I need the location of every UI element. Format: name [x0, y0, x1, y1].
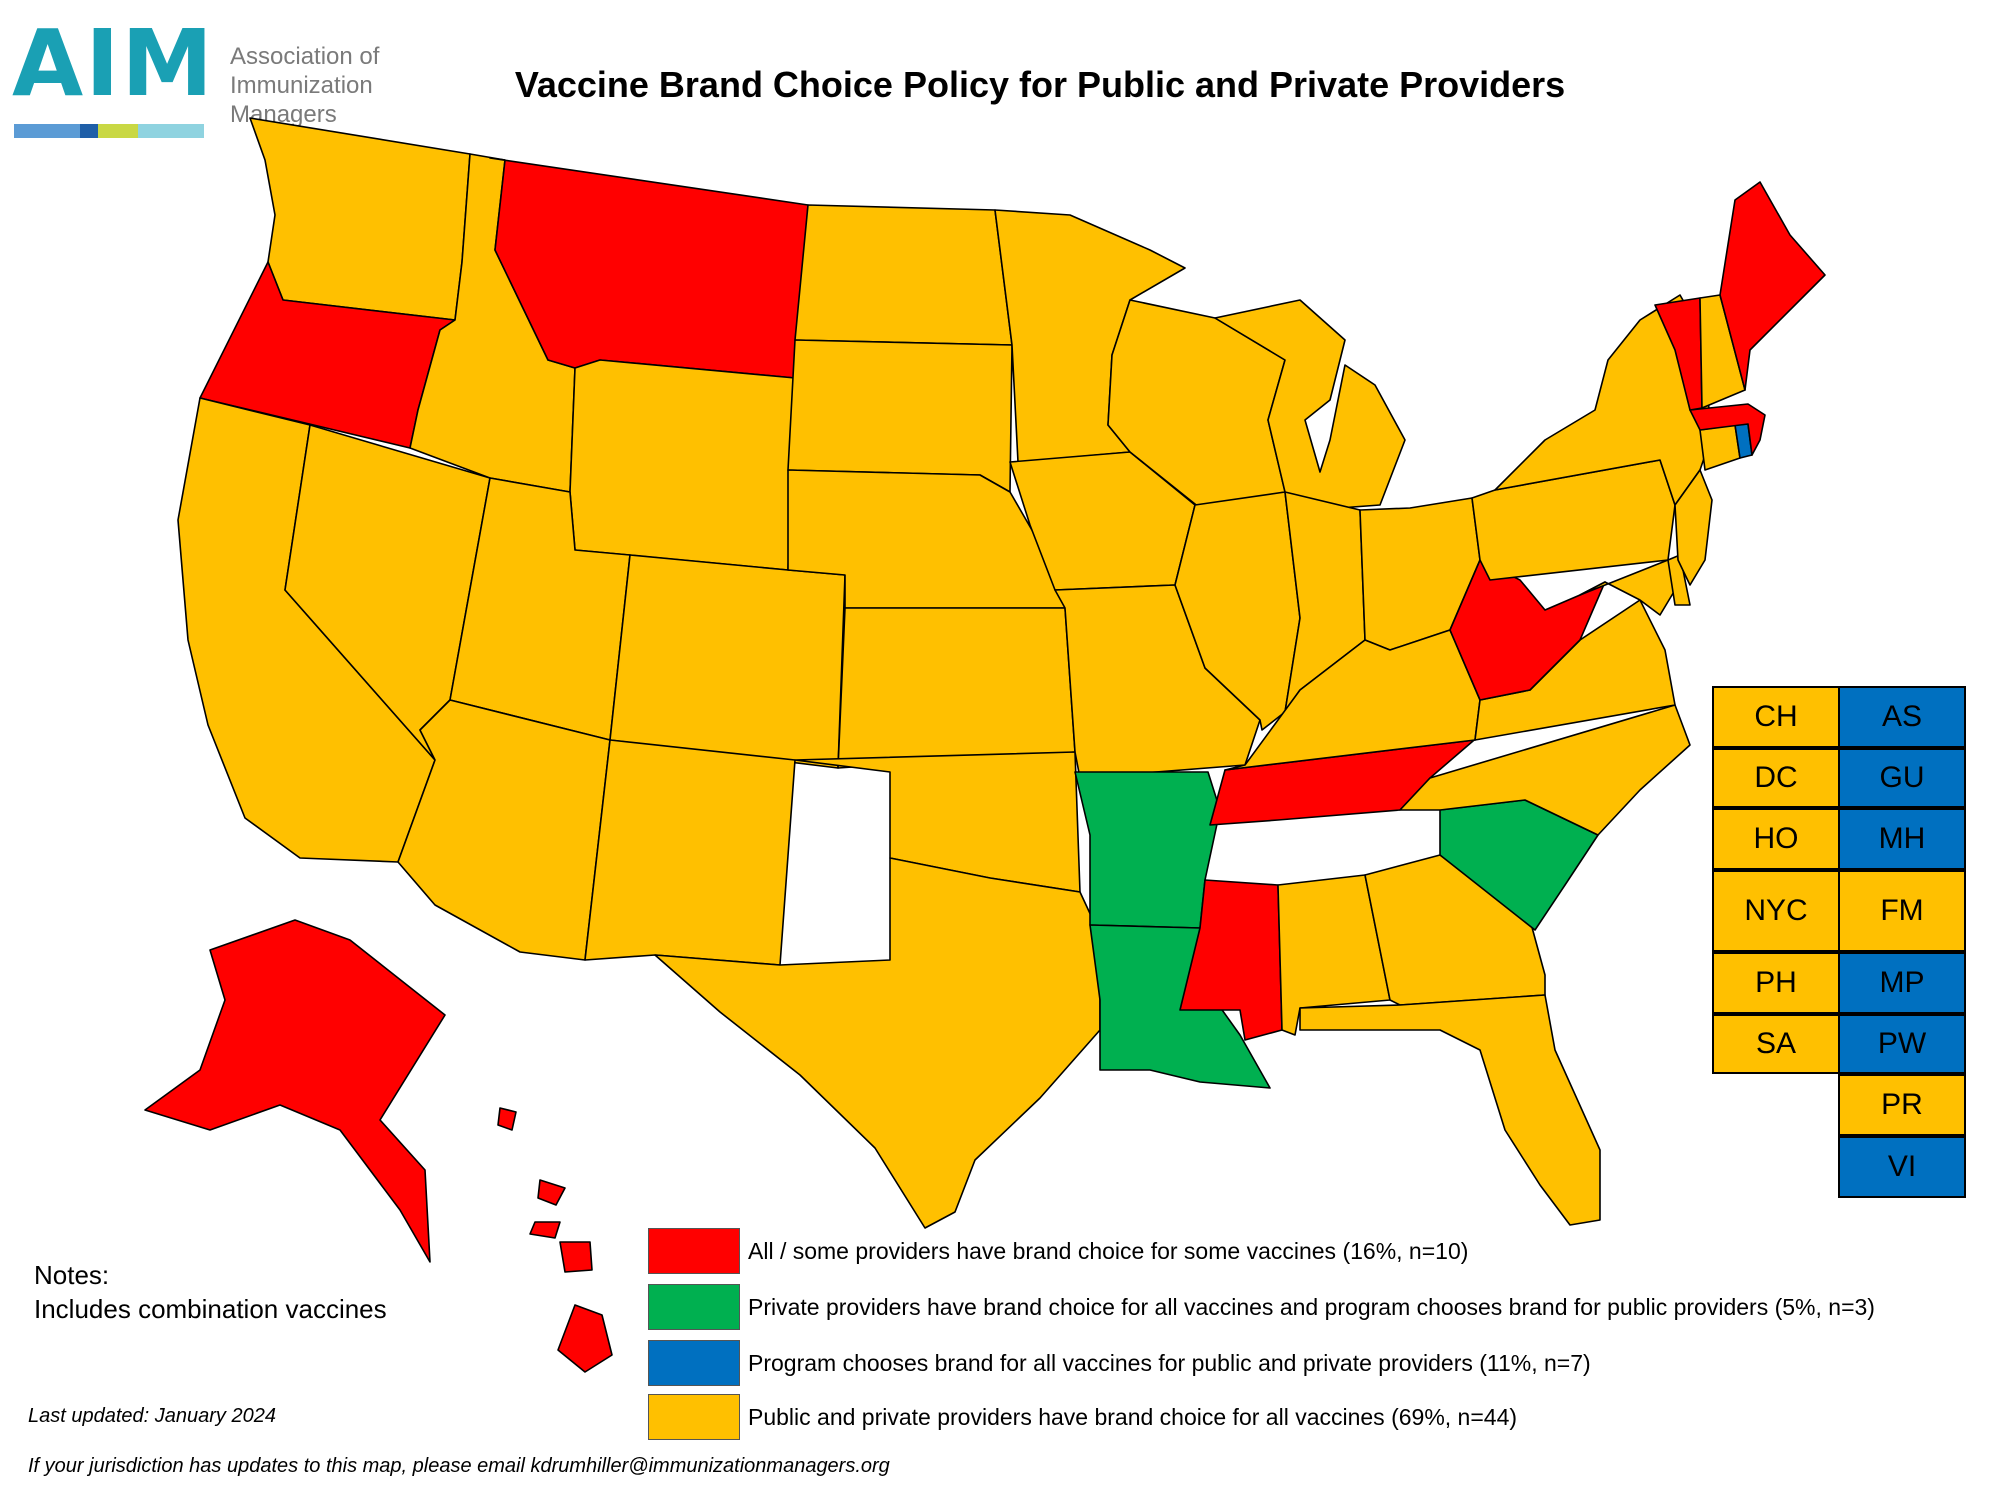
- territory-dc: DC: [1712, 748, 1840, 808]
- territory-ph: PH: [1712, 952, 1840, 1014]
- state-nm: [584, 739, 796, 966]
- legend-label-red: All / some providers have brand choice f…: [748, 1238, 1337, 1264]
- map-title: Vaccine Brand Choice Policy for Public a…: [514, 64, 1566, 105]
- state-ma: [1689, 403, 1766, 456]
- territory-sa: SA: [1712, 1014, 1840, 1074]
- territory-ho: HO: [1712, 808, 1840, 870]
- legend-label-green: Private providers have brand choice for …: [748, 1294, 1769, 1320]
- state-mi: [1214, 299, 1406, 511]
- legend-stat-red: (16%, n=10): [1342, 1238, 1469, 1264]
- legend-swatch-yellow: [648, 1394, 740, 1440]
- legend-swatch-green: [648, 1284, 740, 1330]
- territories-grid: CH DC HO NYC PH SA AS GU MH FM MP PW PR VI: [1712, 686, 1968, 1200]
- territory-fm: FM: [1838, 870, 1966, 952]
- territory-pw: PW: [1838, 1014, 1966, 1074]
- legend-text-blue: Program chooses brand for all vaccines f…: [748, 1350, 1591, 1377]
- notes: Notes: Includes combination vaccines: [34, 1258, 387, 1326]
- territory-pr: PR: [1838, 1074, 1966, 1136]
- legend-text-green: Private providers have brand choice for …: [748, 1294, 1875, 1321]
- state-ct: [1699, 424, 1741, 471]
- state-hi-big-island: [557, 1304, 613, 1373]
- territory-ch: CH: [1712, 686, 1840, 748]
- org-line-2: Immunization: [230, 72, 373, 99]
- legend-stat-yellow: (69%, n=44): [1391, 1404, 1518, 1430]
- legend: All / some providers have brand choice f…: [648, 1228, 1948, 1458]
- legend-row-yellow: Public and private providers have brand …: [648, 1394, 1948, 1442]
- legend-label-blue: Program chooses brand for all vaccines f…: [748, 1350, 1473, 1376]
- state-ar: [1074, 771, 1221, 929]
- state-me: [1719, 181, 1826, 391]
- last-updated: Last updated: January 2024: [28, 1405, 276, 1427]
- state-nc: [1399, 704, 1691, 836]
- state-tx: [654, 857, 1101, 1229]
- state-fl: [1299, 994, 1601, 1226]
- legend-row-green: Private providers have brand choice for …: [648, 1284, 1948, 1332]
- state-az: [397, 699, 611, 961]
- legend-text-red: All / some providers have brand choice f…: [748, 1238, 1468, 1265]
- state-wy: [569, 359, 796, 571]
- state-de: [1667, 554, 1691, 606]
- legend-row-blue: Program chooses brand for all vaccines f…: [648, 1340, 1948, 1388]
- state-nd: [794, 204, 1013, 346]
- legend-stat-green: (5%, n=3): [1774, 1294, 1875, 1320]
- state-pa: [1471, 459, 1676, 581]
- legend-row-red: All / some providers have brand choice f…: [648, 1228, 1948, 1276]
- aim-logo-mark: AIM: [12, 10, 215, 117]
- territory-mp: MP: [1838, 952, 1966, 1014]
- state-sd: [787, 339, 1013, 493]
- state-hi-molokai: [529, 1221, 561, 1239]
- legend-stat-blue: (11%, n=7): [1479, 1350, 1591, 1376]
- state-wa: [249, 117, 471, 321]
- legend-swatch-blue: [648, 1340, 740, 1386]
- notes-line: Includes combination vaccines: [34, 1294, 387, 1324]
- state-nj: [1674, 469, 1713, 586]
- state-co: [609, 554, 846, 769]
- aim-logo-color-bar: [14, 124, 204, 138]
- territory-gu: GU: [1838, 748, 1966, 808]
- state-hi-oahu: [497, 1107, 517, 1131]
- legend-swatch-red: [648, 1228, 740, 1274]
- notes-heading: Notes:: [34, 1260, 110, 1290]
- territory-nyc: NYC: [1712, 870, 1840, 952]
- state-hi-maui: [537, 1179, 566, 1206]
- territory-mh: MH: [1838, 808, 1966, 870]
- footer-contact: If your jurisdiction has updates to this…: [28, 1455, 890, 1477]
- territory-vi: VI: [1838, 1136, 1966, 1198]
- state-ak: [144, 919, 446, 1263]
- state-vt: [1654, 297, 1703, 411]
- legend-text-yellow: Public and private providers have brand …: [748, 1404, 1517, 1431]
- legend-label-yellow: Public and private providers have brand …: [748, 1404, 1385, 1430]
- state-hi-kauai: [559, 1241, 593, 1273]
- state-ks: [837, 607, 1076, 769]
- territory-as: AS: [1838, 686, 1966, 748]
- org-line-1: Association of: [230, 43, 380, 70]
